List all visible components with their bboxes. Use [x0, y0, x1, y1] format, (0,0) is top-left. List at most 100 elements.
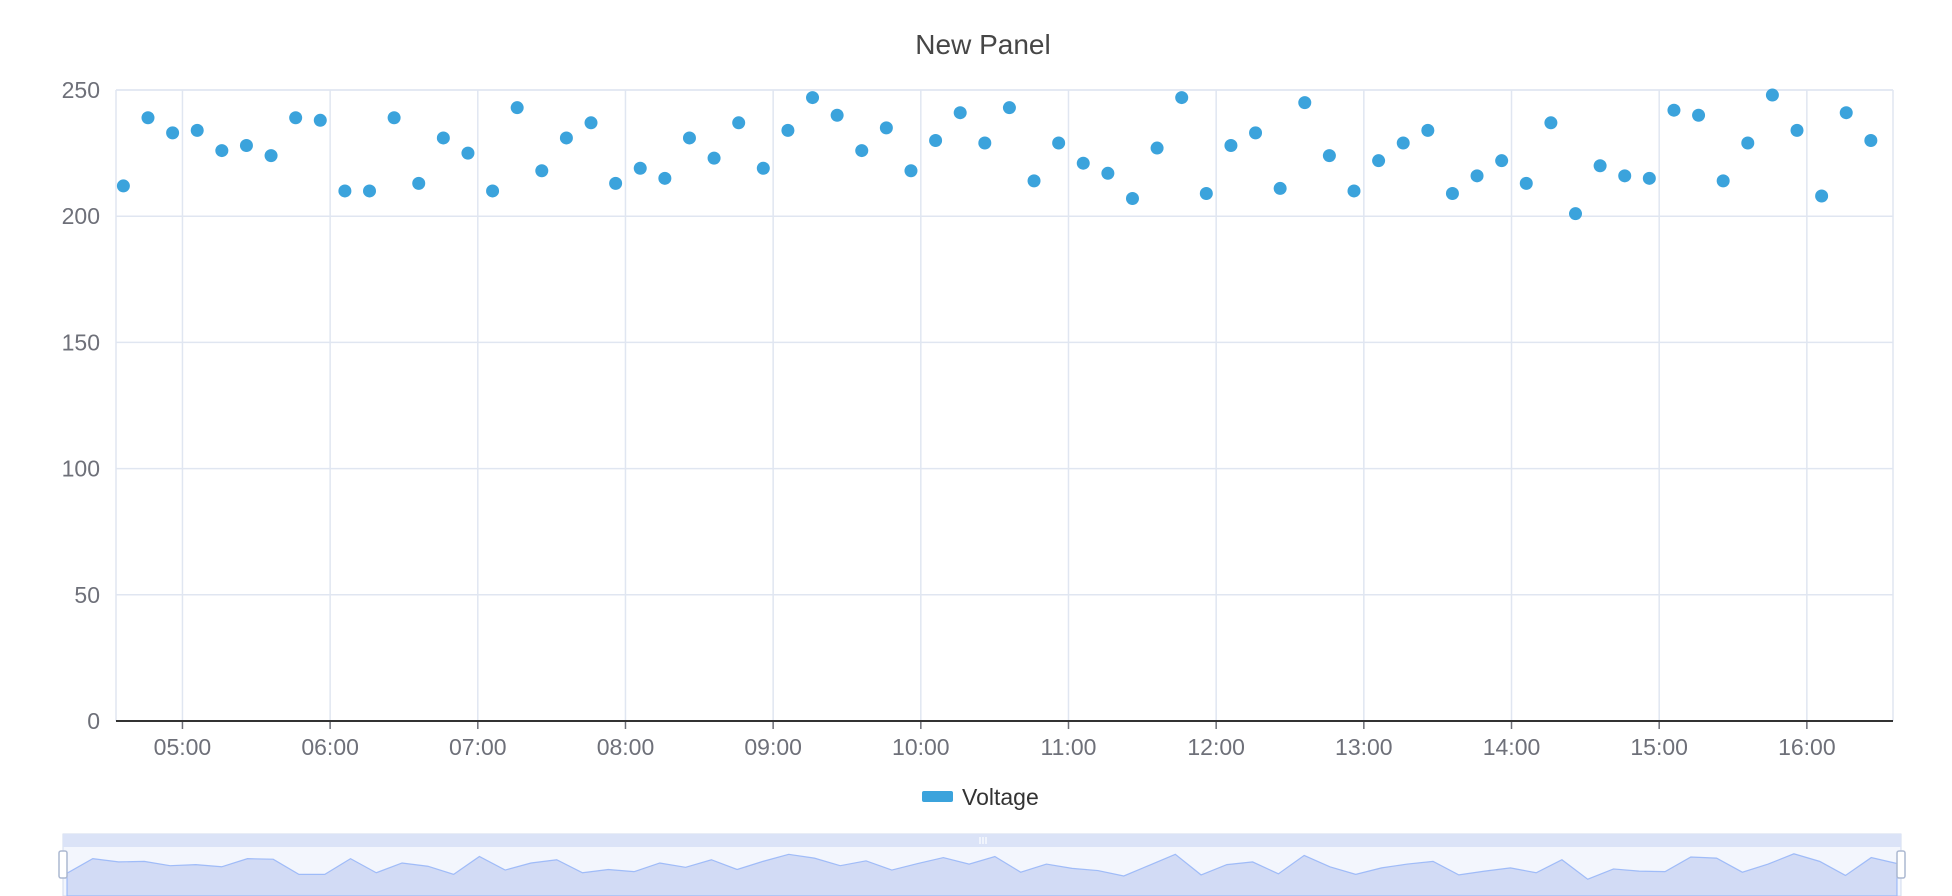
data-point[interactable] [855, 144, 869, 158]
data-point[interactable] [338, 184, 352, 198]
data-point[interactable] [1150, 141, 1164, 155]
data-point[interactable] [1224, 139, 1238, 153]
data-point[interactable] [461, 146, 475, 160]
x-tick-label: 16:00 [1778, 734, 1836, 760]
data-point[interactable] [141, 111, 155, 125]
data-point[interactable] [1027, 174, 1041, 188]
data-point[interactable] [1569, 207, 1583, 221]
legend-label-voltage[interactable]: Voltage [962, 784, 1039, 810]
data-point[interactable] [1765, 88, 1779, 102]
data-point[interactable] [1839, 106, 1853, 120]
x-tick-label: 09:00 [744, 734, 802, 760]
data-point[interactable] [313, 113, 327, 127]
data-point[interactable] [1790, 123, 1804, 137]
data-point[interactable] [1372, 154, 1386, 168]
data-point[interactable] [363, 184, 377, 198]
data-point[interactable] [1445, 186, 1459, 200]
data-point[interactable] [1716, 174, 1730, 188]
data-point[interactable] [215, 144, 229, 158]
y-tick-label: 150 [62, 329, 100, 355]
data-point[interactable] [953, 106, 967, 120]
data-point[interactable] [756, 161, 770, 175]
data-point[interactable] [1692, 108, 1706, 122]
data-point[interactable] [682, 131, 696, 145]
x-tick-label: 11:00 [1041, 734, 1097, 760]
data-point[interactable] [1519, 176, 1533, 190]
data-point[interactable] [1273, 181, 1287, 195]
data-point[interactable] [707, 151, 721, 165]
x-tick-label: 08:00 [597, 734, 655, 760]
y-tick-label: 0 [87, 708, 100, 734]
data-point[interactable] [609, 176, 623, 190]
data-point[interactable] [1002, 101, 1016, 115]
data-point[interactable] [781, 123, 795, 137]
x-tick-label: 07:00 [449, 734, 507, 760]
data-point[interactable] [190, 123, 204, 137]
data-point[interactable] [978, 136, 992, 150]
data-point[interactable] [1667, 103, 1681, 117]
legend-swatch-voltage[interactable] [922, 791, 953, 802]
x-tick-label: 05:00 [154, 734, 212, 760]
data-point[interactable] [1199, 186, 1213, 200]
data-point[interactable] [1495, 154, 1509, 168]
data-point[interactable] [1642, 171, 1656, 185]
x-tick-label: 06:00 [301, 734, 359, 760]
x-tick-label: 14:00 [1483, 734, 1541, 760]
data-point[interactable] [732, 116, 746, 130]
zoom-handle-right[interactable] [1896, 850, 1906, 879]
x-tick-label: 10:00 [892, 734, 950, 760]
data-points[interactable] [116, 88, 1878, 221]
data-point[interactable] [1249, 126, 1263, 140]
data-zoom-slider[interactable] [58, 833, 1906, 896]
data-point[interactable] [1470, 169, 1484, 183]
data-point[interactable] [1421, 123, 1435, 137]
data-point[interactable] [1052, 136, 1066, 150]
legend[interactable]: Voltage [922, 784, 1039, 810]
data-point[interactable] [1618, 169, 1632, 183]
data-point[interactable] [1815, 189, 1829, 203]
data-point[interactable] [1175, 91, 1189, 105]
y-tick-label: 50 [74, 582, 100, 608]
data-point[interactable] [1322, 149, 1336, 163]
data-point[interactable] [658, 171, 672, 185]
data-point[interactable] [486, 184, 500, 198]
data-point[interactable] [510, 101, 524, 115]
x-tick-label: 12:00 [1187, 734, 1245, 760]
data-point[interactable] [1125, 192, 1139, 206]
data-point[interactable] [412, 176, 426, 190]
data-point[interactable] [1347, 184, 1361, 198]
data-point[interactable] [929, 133, 943, 147]
data-point[interactable] [904, 164, 918, 178]
grid-lines [115, 89, 1894, 721]
data-point[interactable] [535, 164, 549, 178]
zoom-handle-left[interactable] [58, 850, 68, 879]
data-point[interactable] [1101, 166, 1115, 180]
data-point[interactable] [830, 108, 844, 122]
data-point[interactable] [879, 121, 893, 135]
axes: 0 50 100 150 200 250 05:00 06:00 07:00 08:00 09:00… [62, 77, 1893, 760]
data-point[interactable] [633, 161, 647, 175]
data-point[interactable] [1544, 116, 1558, 130]
data-point[interactable] [116, 179, 130, 193]
zoom-preview-area [66, 853, 1898, 896]
data-point[interactable] [584, 116, 598, 130]
data-point[interactable] [1593, 159, 1607, 173]
x-tick-label: 13:00 [1335, 734, 1393, 760]
data-point[interactable] [559, 131, 573, 145]
data-point[interactable] [806, 91, 820, 105]
data-point[interactable] [239, 139, 253, 153]
data-point[interactable] [1741, 136, 1755, 150]
x-tick-label: 15:00 [1630, 734, 1688, 760]
chart-title: New Panel [915, 29, 1050, 60]
data-point[interactable] [1298, 96, 1312, 110]
data-point[interactable] [1396, 136, 1410, 150]
data-point[interactable] [264, 149, 278, 163]
data-point[interactable] [436, 131, 450, 145]
data-point[interactable] [166, 126, 180, 140]
data-point[interactable] [1076, 156, 1090, 170]
y-tick-label: 100 [62, 456, 100, 482]
data-point[interactable] [289, 111, 303, 125]
data-point[interactable] [1864, 133, 1878, 147]
data-point[interactable] [387, 111, 401, 125]
